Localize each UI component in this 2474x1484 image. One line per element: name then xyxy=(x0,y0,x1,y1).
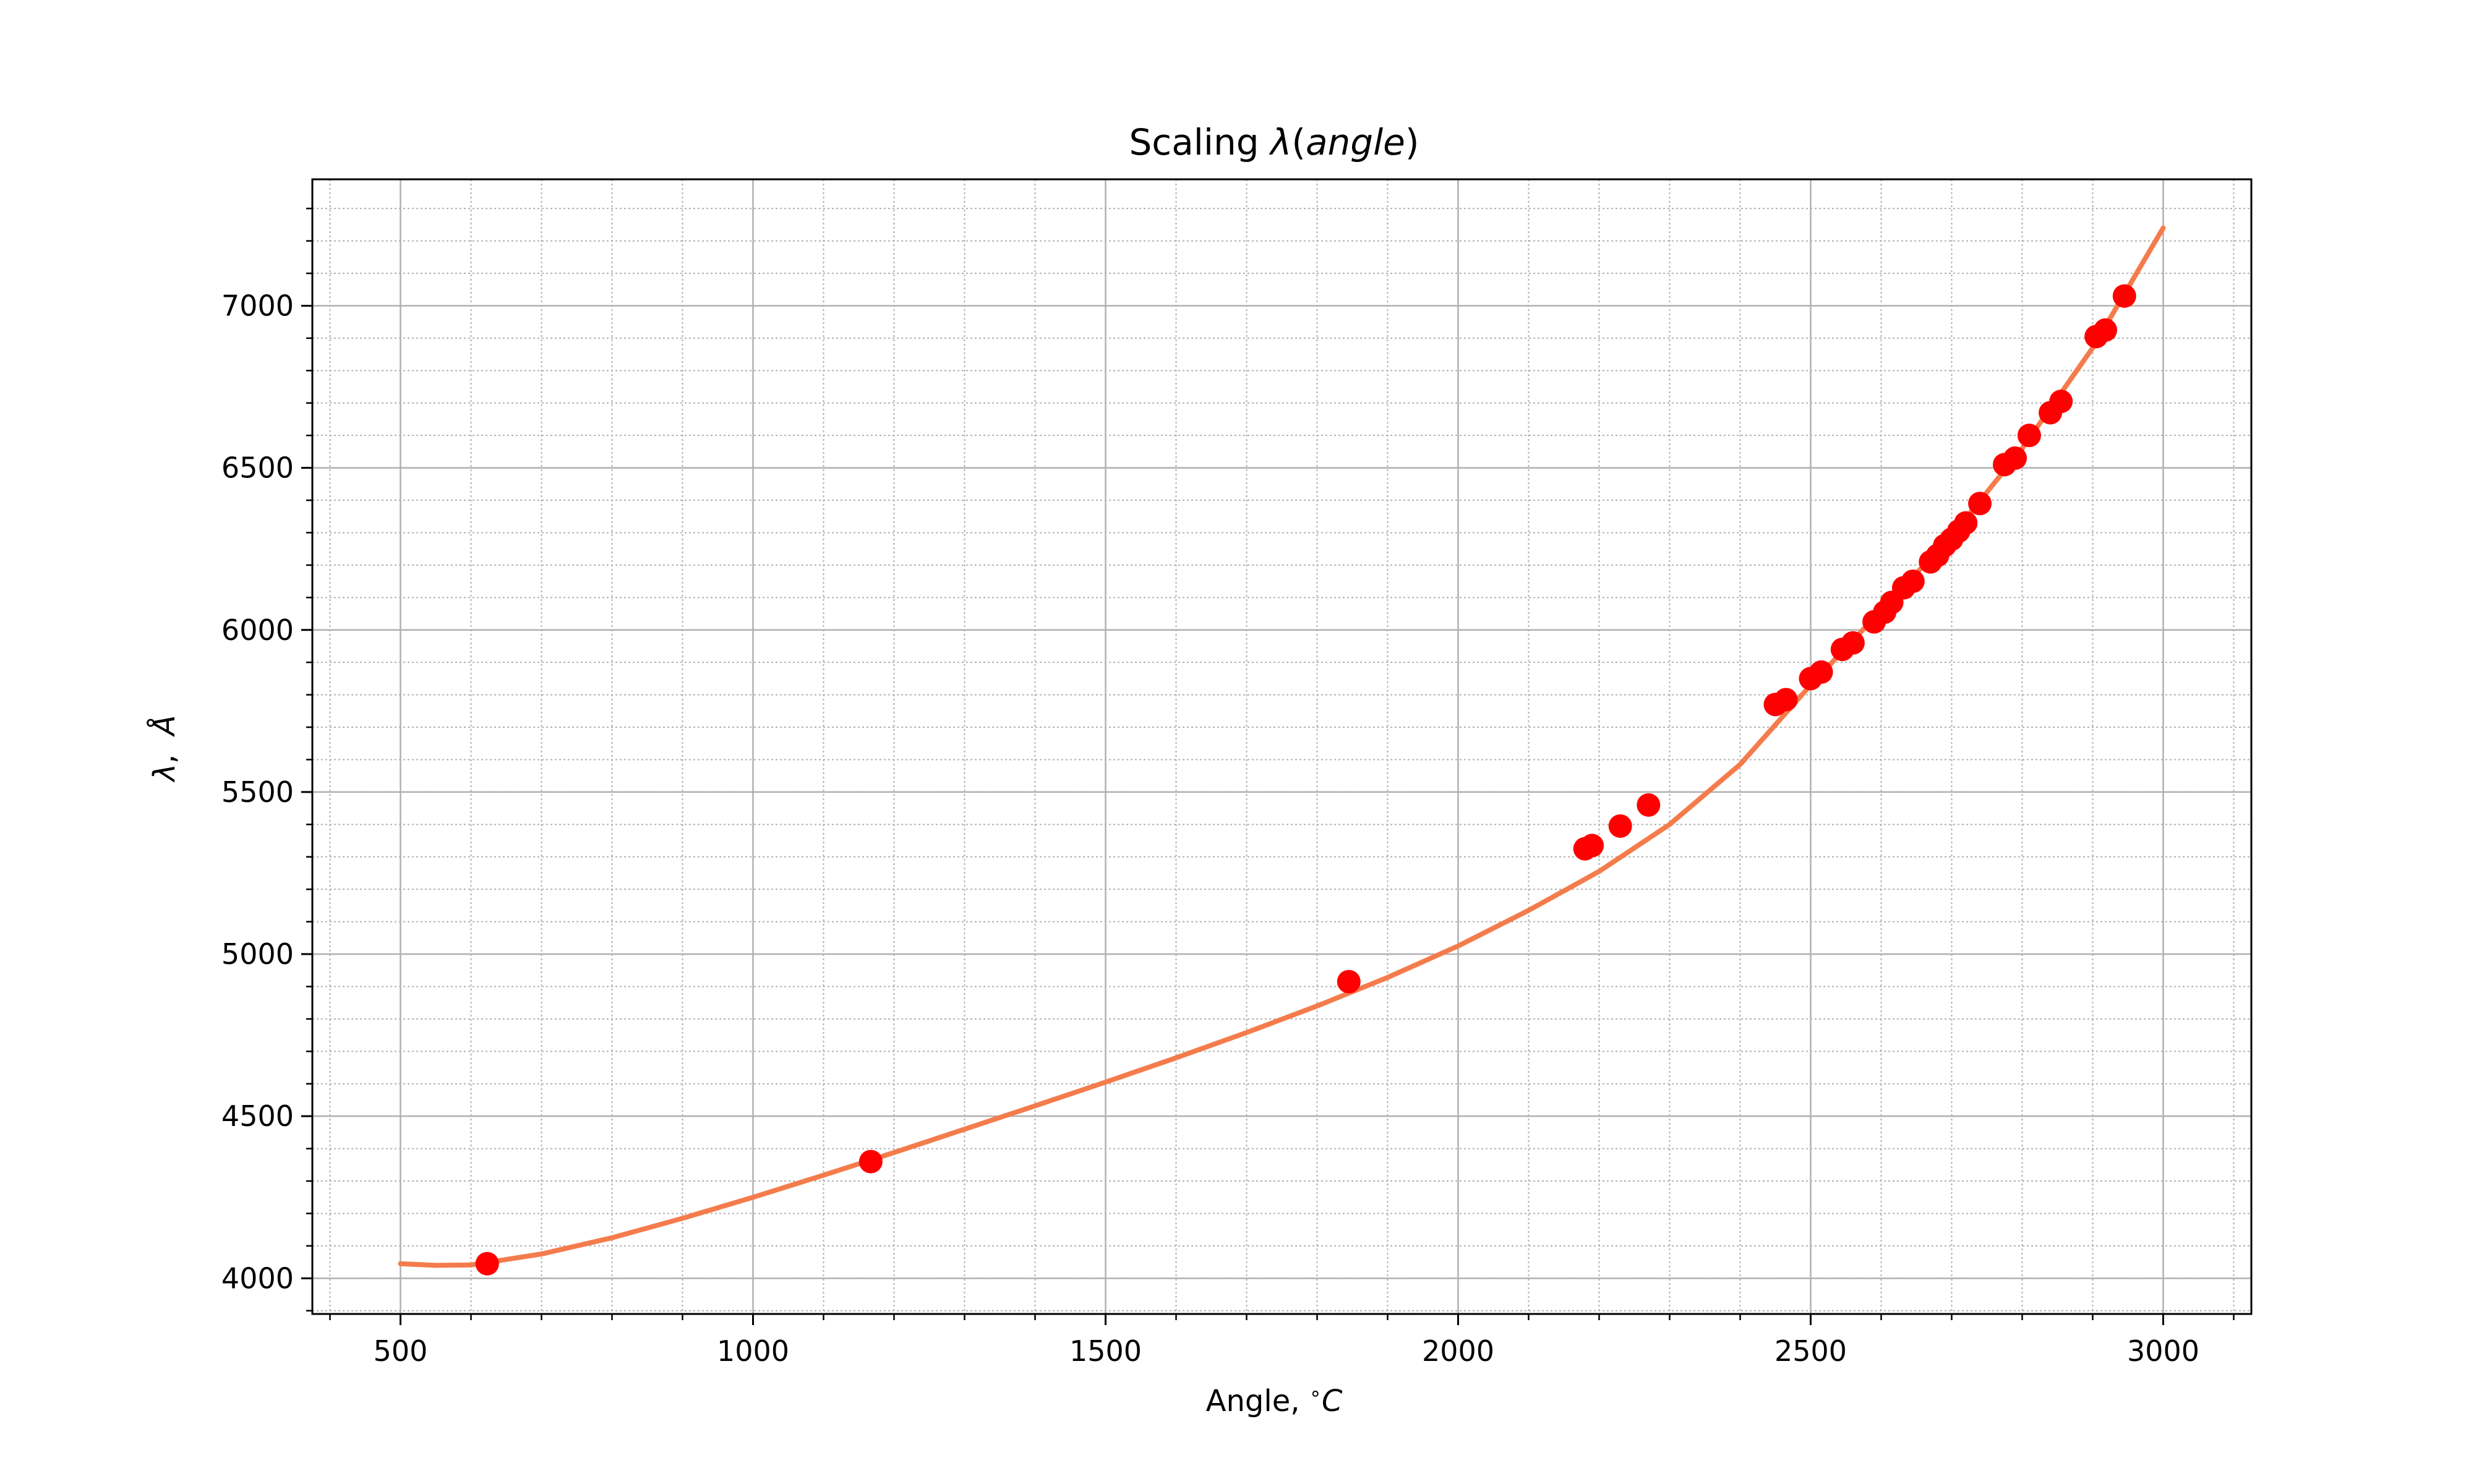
x-axis-label-degree: ∘ xyxy=(1309,1381,1322,1405)
data-point xyxy=(1637,793,1661,817)
data-point xyxy=(475,1252,499,1276)
chart-title: Scaling λ(angle) xyxy=(1129,121,1419,163)
title-symbol: λ xyxy=(1269,121,1291,163)
data-point xyxy=(2112,284,2136,308)
y-axis-label-unit: Å xyxy=(147,715,182,737)
data-point xyxy=(2003,446,2027,470)
data-point xyxy=(1337,970,1361,994)
x-tick-label: 2000 xyxy=(1422,1334,1494,1368)
y-tick-label: 6500 xyxy=(221,451,294,485)
data-point xyxy=(1608,814,1632,838)
data-point xyxy=(2094,318,2118,342)
y-axis-label: λ, Å xyxy=(147,715,182,783)
y-tick-labels: 4000 4500 5000 5500 6000 6500 7000 xyxy=(221,289,294,1295)
x-tick-label: 1000 xyxy=(717,1334,789,1368)
plot-frame xyxy=(311,178,2253,1315)
data-point xyxy=(1841,631,1865,655)
y-tick-label: 5000 xyxy=(221,937,294,971)
x-tick-label: 500 xyxy=(374,1334,428,1368)
x-tick-label: 1500 xyxy=(1069,1334,1142,1368)
y-tick-label: 5500 xyxy=(221,775,294,809)
axis-ticks xyxy=(301,207,2235,1325)
x-tick-label: 3000 xyxy=(2127,1334,2199,1368)
y-tick-label: 7000 xyxy=(221,289,294,322)
data-point xyxy=(1809,660,1833,684)
data-point xyxy=(1901,569,1925,594)
data-point xyxy=(858,1149,883,1174)
data-point xyxy=(1968,492,1992,516)
x-axis-label-text: Angle, xyxy=(1206,1384,1309,1418)
x-tick-labels: 500 1000 1500 2000 2500 3000 xyxy=(374,1334,2199,1368)
title-prefix: Scaling xyxy=(1129,121,1270,163)
data-point xyxy=(1954,511,1978,535)
y-tick-label: 6000 xyxy=(221,613,294,647)
data-point xyxy=(2049,390,2073,414)
data-point xyxy=(2017,424,2041,448)
title-argument: angle xyxy=(1306,121,1405,163)
data-point xyxy=(1580,834,1604,858)
data-point xyxy=(1774,688,1798,712)
title-close-paren: ) xyxy=(1405,121,1419,163)
y-axis-label-separator: , xyxy=(147,735,182,764)
y-tick-label: 4000 xyxy=(221,1261,294,1295)
x-tick-label: 2500 xyxy=(1774,1334,1847,1368)
major-grid xyxy=(312,179,2251,1314)
x-axis-label-unit: C xyxy=(1322,1384,1343,1418)
data-points-layer xyxy=(475,284,2136,1276)
y-tick-label: 4500 xyxy=(221,1099,294,1133)
y-axis-label-symbol: λ xyxy=(147,764,182,783)
x-axis-label: Angle, ∘C xyxy=(1206,1381,1343,1418)
title-open-paren: ( xyxy=(1291,121,1306,163)
